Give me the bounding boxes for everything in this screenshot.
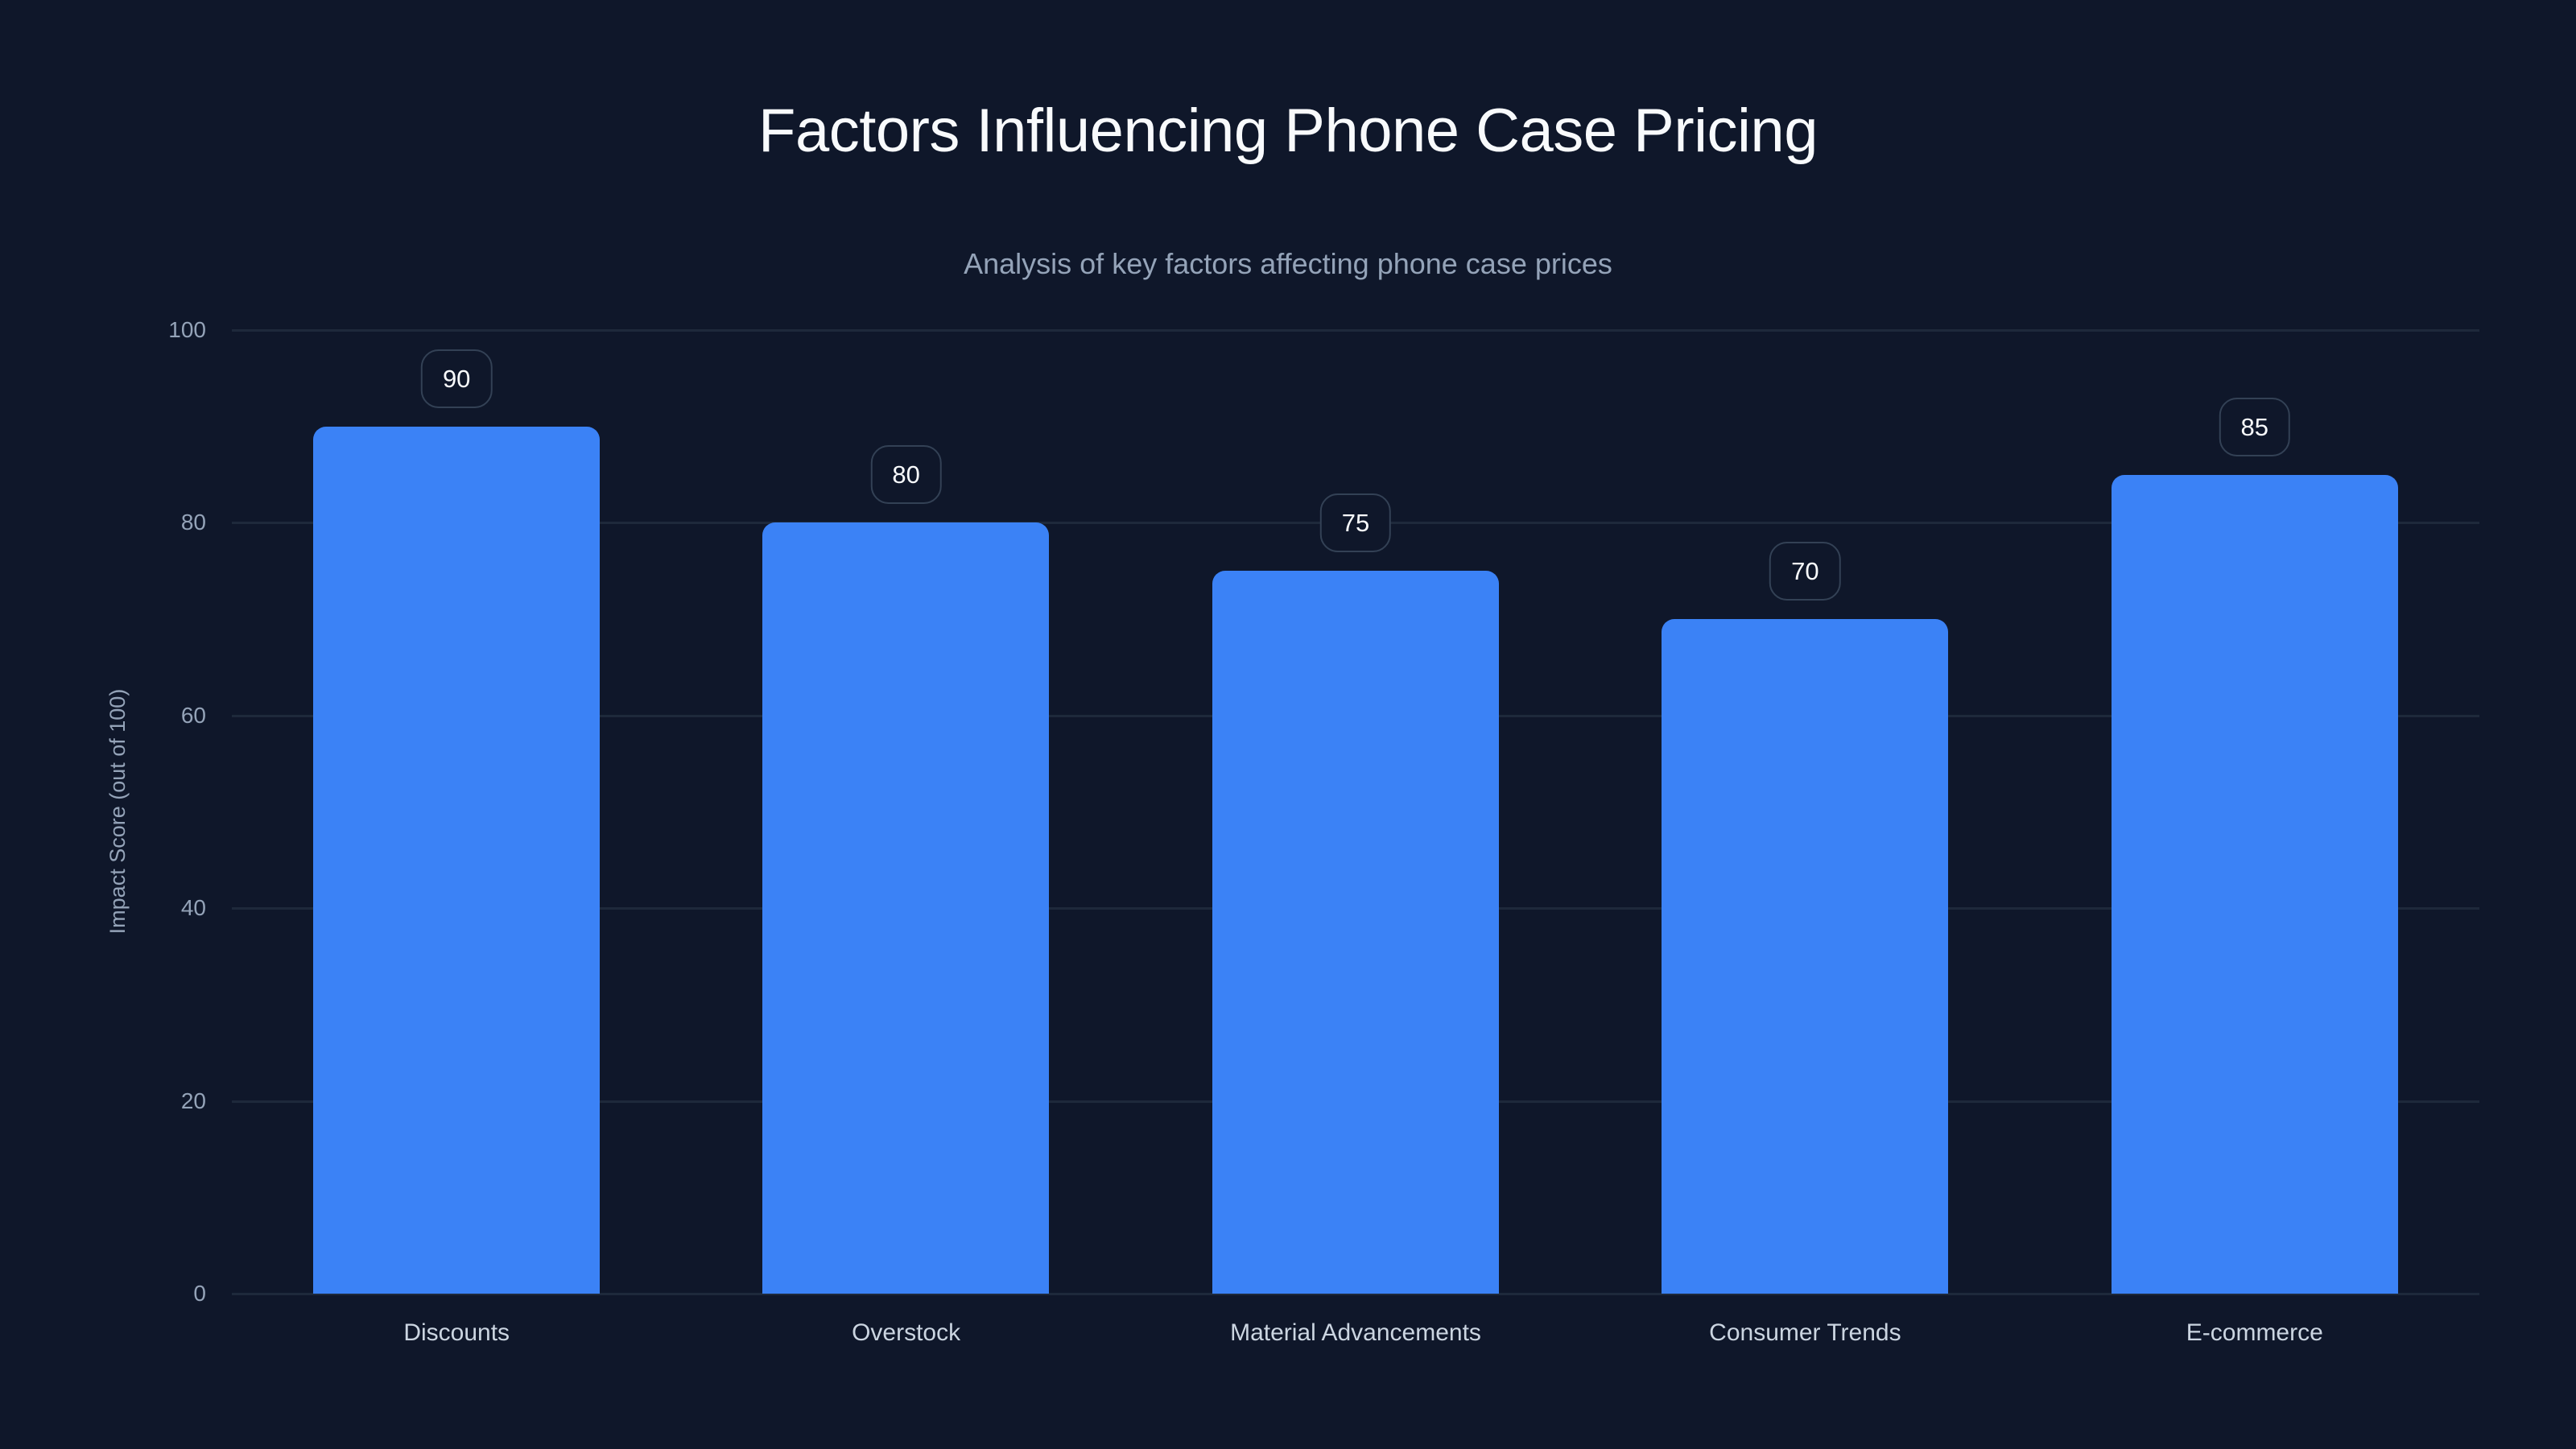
value-badge: 85: [2219, 397, 2291, 456]
bar[interactable]: [1662, 619, 1949, 1294]
y-tick: 60: [180, 703, 206, 728]
value-badge: 70: [1769, 542, 1841, 601]
y-tick: 40: [180, 895, 206, 920]
bar[interactable]: [313, 426, 600, 1294]
x-category-label: E-commerce: [2186, 1319, 2323, 1346]
value-badge: 90: [420, 349, 493, 408]
bar-group: 75: [1131, 330, 1580, 1294]
y-tick: 80: [180, 510, 206, 535]
bar-group: 70: [1580, 330, 2029, 1294]
gridline-100: [232, 329, 2479, 332]
y-tick: 0: [193, 1281, 206, 1306]
bar-group: 90: [232, 330, 681, 1294]
x-category-label: Overstock: [852, 1319, 961, 1346]
value-badge: 80: [870, 445, 942, 505]
chart-subtitle: Analysis of key factors affecting phone …: [964, 247, 1612, 280]
value-badge: 75: [1319, 493, 1392, 553]
plot-area: 90 80 75 70 85: [232, 329, 2479, 1295]
bar[interactable]: [1212, 571, 1499, 1294]
bar-group: 80: [681, 330, 1130, 1294]
bar[interactable]: [762, 522, 1050, 1294]
bar[interactable]: [2111, 474, 2398, 1294]
bar-group: 85: [2030, 330, 2479, 1294]
y-tick: 20: [180, 1088, 206, 1113]
x-category-label: Material Advancements: [1230, 1319, 1481, 1346]
chart-title: Factors Influencing Phone Case Pricing: [758, 97, 1818, 165]
x-category-label: Discounts: [403, 1319, 510, 1346]
y-tick: 100: [168, 317, 206, 342]
x-category-label: Consumer Trends: [1709, 1319, 1901, 1346]
gridline-0: [232, 1293, 2479, 1295]
